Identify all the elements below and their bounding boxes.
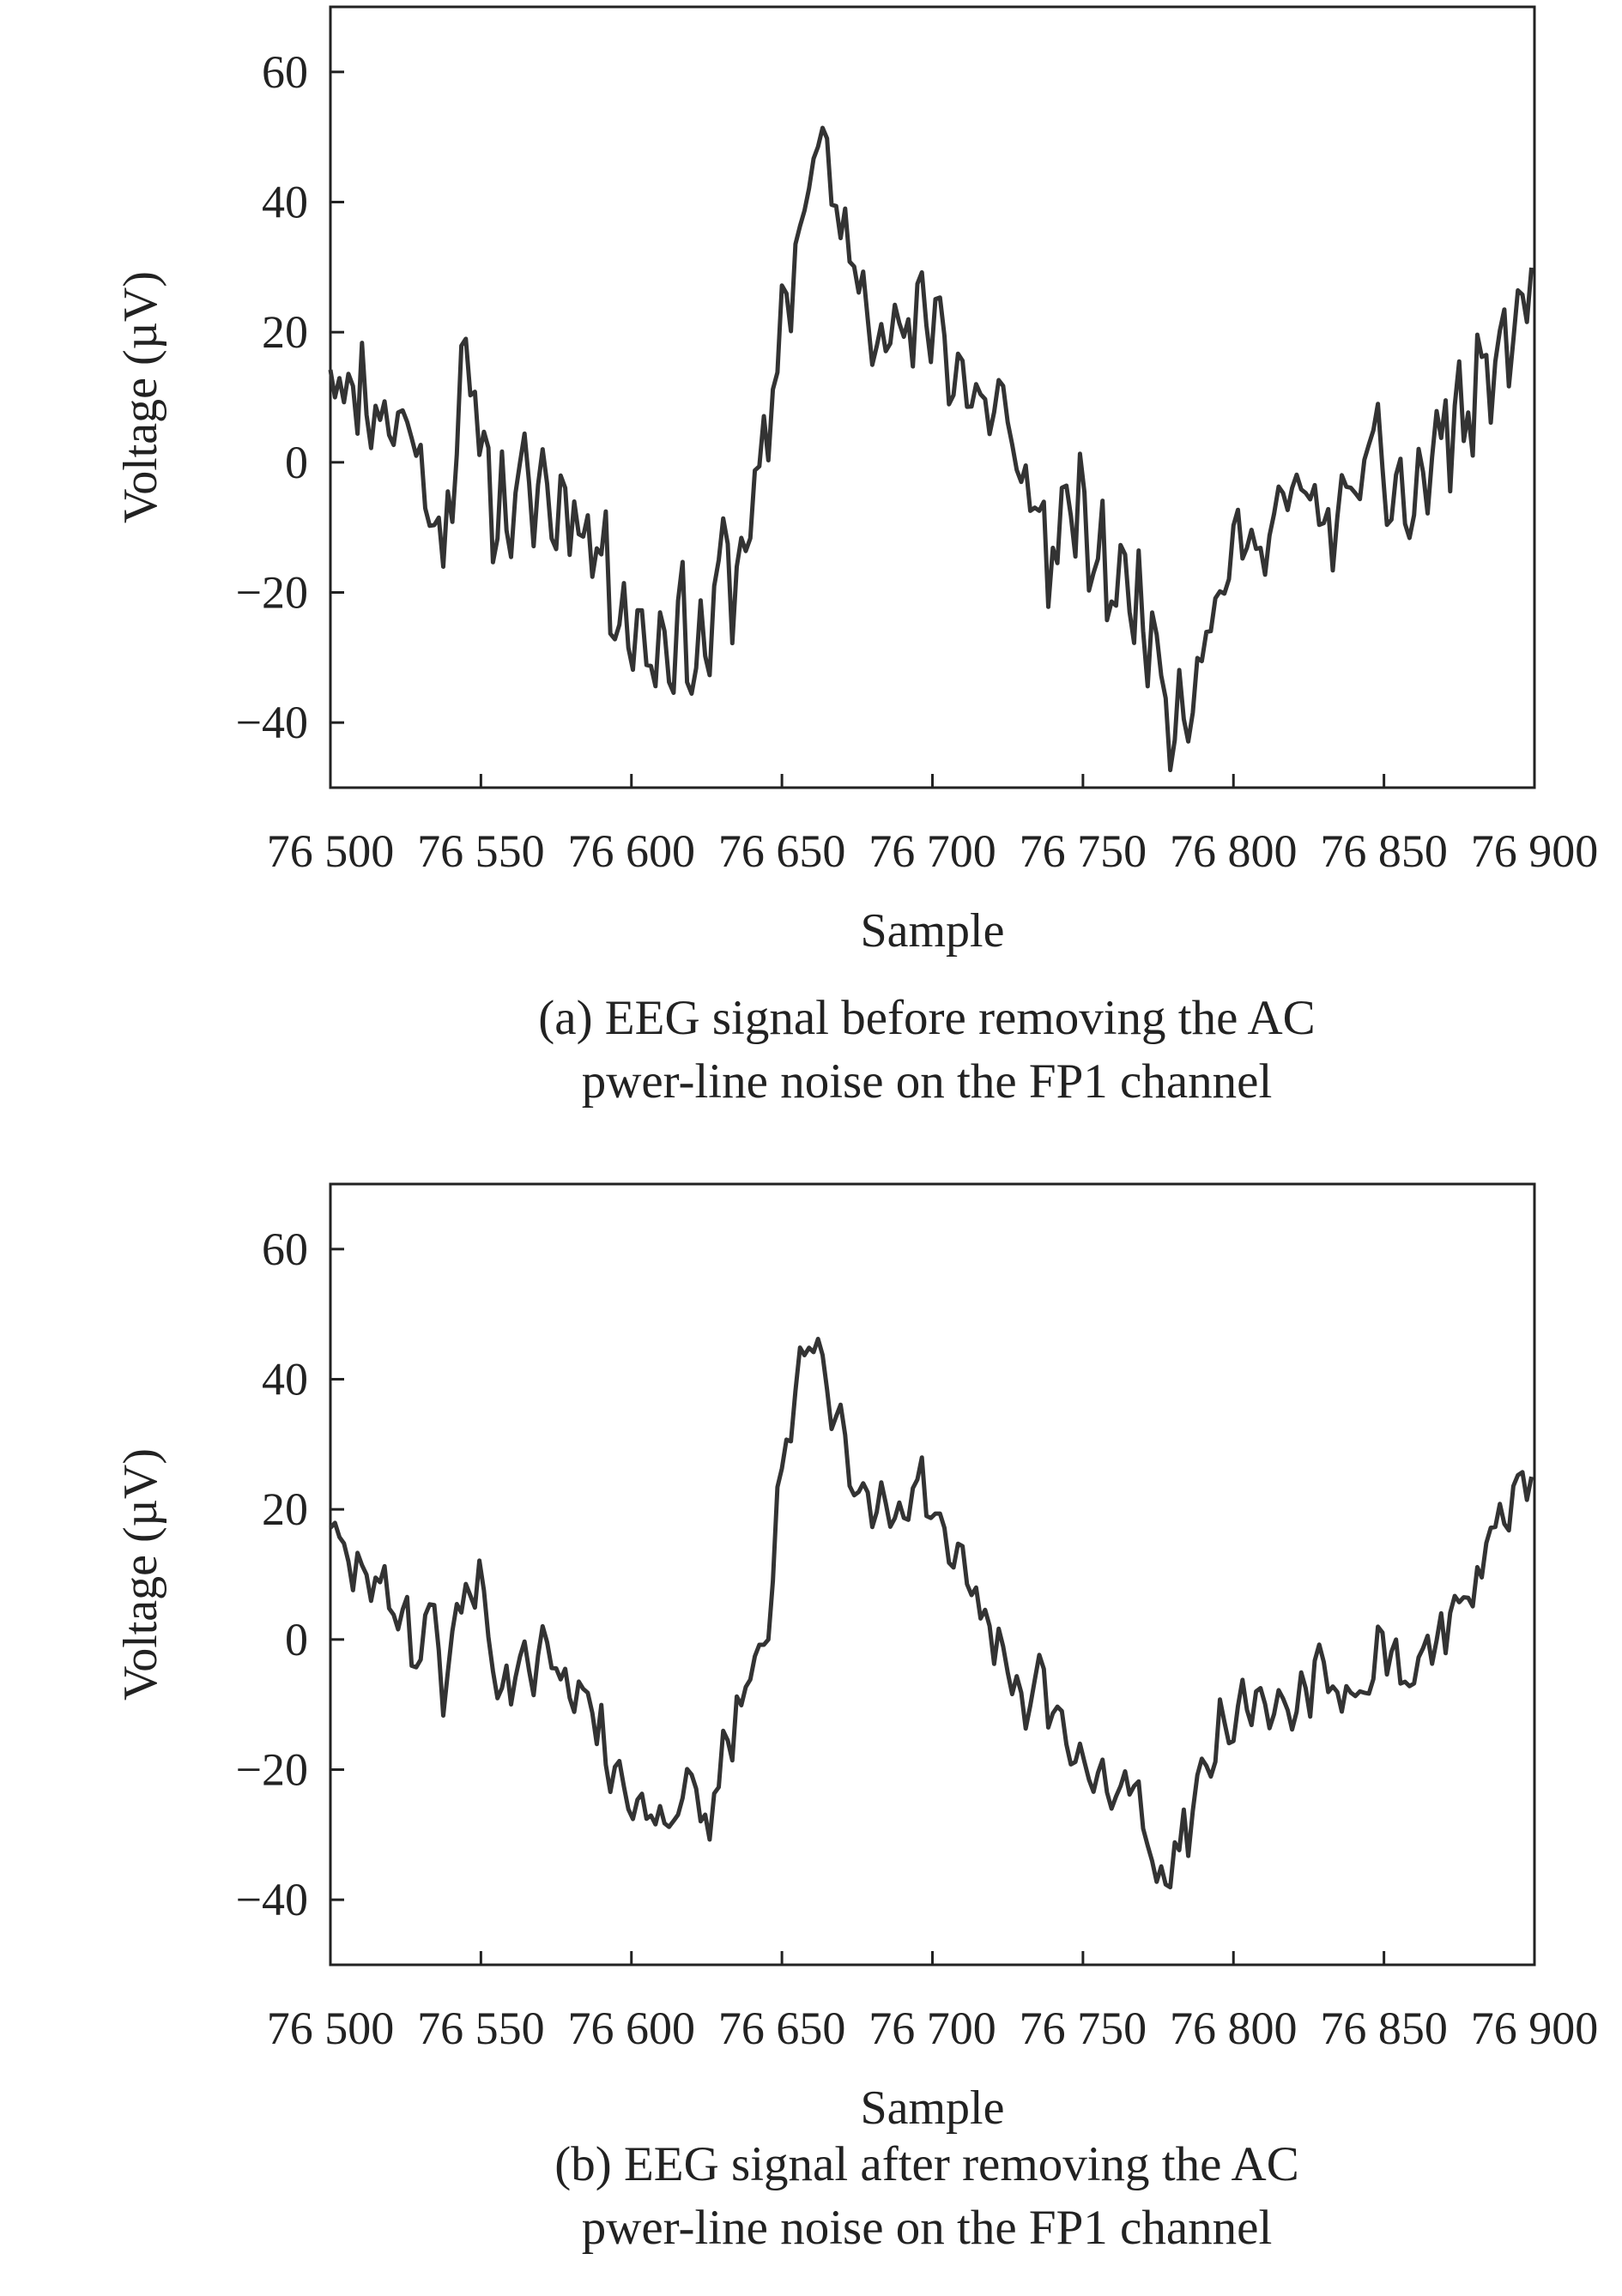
chart-a-x-tick-label: 76 850	[1320, 825, 1448, 877]
chart-b-x-tick-label: 76 700	[868, 2003, 996, 2054]
chart-b-x-tick-label: 76 650	[718, 2003, 846, 2054]
chart-a-x-tick-label: 76 600	[568, 825, 696, 877]
chart-a-x-axis-title: Sample	[861, 904, 1005, 958]
chart-a-y-tick-label: 40	[262, 177, 308, 228]
chart-b-caption-line2: pwer-line noise on the FP1 channel	[581, 2201, 1273, 2255]
chart-b-y-tick-label: −40	[236, 1874, 308, 1925]
chart-b-y-tick-label: 40	[262, 1354, 308, 1405]
chart-b-series-line	[329, 1337, 1534, 1890]
chart-panel-b: −40 −20 0 20 40 60 76 500 76 550 76 600 76 650 76 …	[0, 1148, 1622, 2296]
chart-a-y-tick-label: 0	[285, 437, 308, 488]
chart-a-y-tick-label: −40	[236, 697, 308, 748]
chart-a-x-tick-label: 76 700	[868, 825, 996, 877]
chart-panel-a: −40 −20 0 20 40 60 76 500 76 550 76 600 76 650 76 …	[0, 5, 1622, 1114]
chart-a-x-tick-label: 76 500	[267, 825, 395, 877]
chart-a-plot-frame	[329, 5, 1536, 789]
chart-a-x-tick-label: 76 750	[1020, 825, 1147, 877]
chart-b-svg: −40 −20 0 20 40 60 76 500 76 550 76 600 76 650 76 …	[114, 1182, 1599, 2135]
chart-a-y-tick-label: 60	[262, 46, 308, 98]
chart-b-x-tick-label: 76 850	[1320, 2003, 1448, 2054]
chart-a-x-tick-label: 76 650	[718, 825, 846, 877]
chart-b-y-tick-label: 20	[262, 1483, 308, 1535]
chart-b-caption: (b) EEG signal after removing the AC pwe…	[0, 2133, 1622, 2260]
chart-a-series-line	[328, 125, 1534, 772]
chart-b-x-axis-title: Sample	[861, 2082, 1005, 2135]
chart-b-y-axis-title: Voltage (µV)	[114, 1448, 167, 1701]
chart-b-y-tick-label: −20	[236, 1744, 308, 1796]
chart-b-x-tick-label: 76 750	[1020, 2003, 1147, 2054]
chart-a-y-axis-title: Voltage (µV)	[114, 271, 167, 523]
chart-a-y-tick-label: 20	[262, 306, 308, 358]
chart-b-caption-line1: (b) EEG signal after removing the AC	[554, 2137, 1299, 2191]
chart-a-caption-line1: (a) EEG signal before removing the AC	[538, 991, 1316, 1045]
chart-b-x-tick-label: 76 800	[1170, 2003, 1298, 2054]
chart-a-x-tick-label: 76 800	[1170, 825, 1298, 877]
chart-a-caption-line2: pwer-line noise on the FP1 channel	[581, 1054, 1273, 1109]
chart-b-x-tick-label: 76 550	[417, 2003, 545, 2054]
chart-b-x-tick-label: 76 900	[1471, 2003, 1599, 2054]
chart-b-y-tick-label: 60	[262, 1224, 308, 1275]
chart-a-x-tick-label: 76 900	[1471, 825, 1599, 877]
chart-b-plot-frame	[329, 1182, 1536, 1967]
chart-a-y-tick-label: −20	[236, 567, 308, 619]
chart-b-x-tick-label: 76 500	[267, 2003, 395, 2054]
chart-b-x-tick-label: 76 600	[568, 2003, 696, 2054]
chart-a-svg: −40 −20 0 20 40 60 76 500 76 550 76 600 76 650 76 …	[114, 5, 1599, 958]
chart-b-y-tick-label: 0	[285, 1614, 308, 1665]
chart-a-caption: (a) EEG signal before removing the AC pw…	[0, 987, 1622, 1114]
chart-a-x-tick-label: 76 550	[417, 825, 545, 877]
